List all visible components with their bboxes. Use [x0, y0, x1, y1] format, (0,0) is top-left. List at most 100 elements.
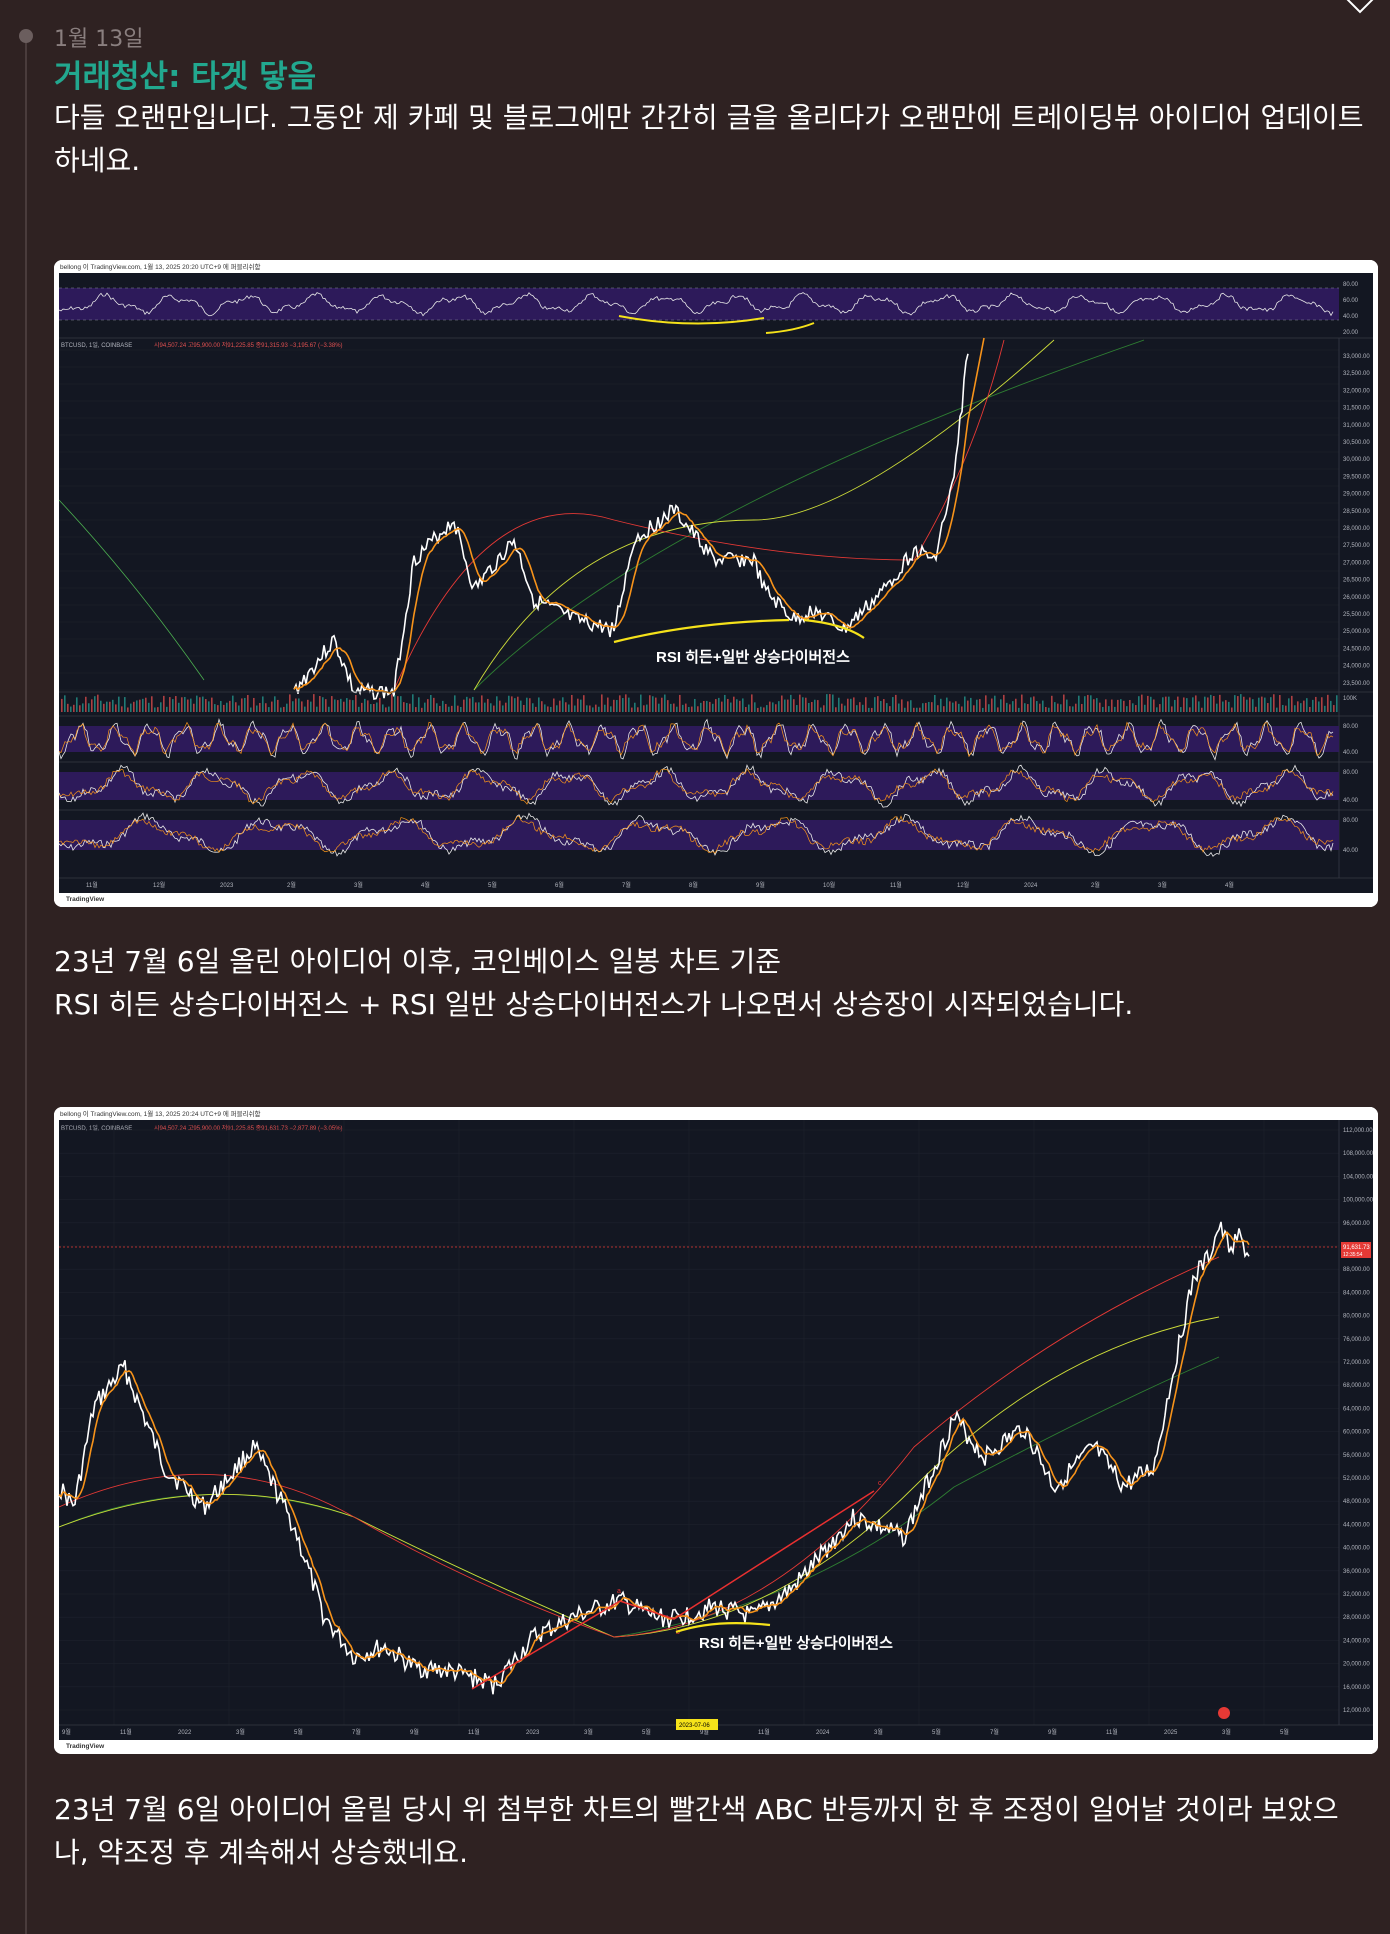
- svg-text:7월: 7월: [990, 1728, 999, 1736]
- svg-text:7월: 7월: [622, 881, 631, 889]
- svg-text:80.00: 80.00: [1343, 770, 1359, 776]
- svg-text:27,500.00: 27,500.00: [1343, 543, 1370, 549]
- svg-text:112,000.00: 112,000.00: [1343, 1128, 1373, 1134]
- chart2-header: bellong 이 TradingView.com, 1월 13, 2025 2…: [60, 1109, 261, 1118]
- svg-text:9월: 9월: [410, 1728, 419, 1736]
- chart2-ohlc: 시94,507.24 고95,900.00 저91,225.85 종91,631…: [154, 1124, 343, 1132]
- svg-text:24,000.00: 24,000.00: [1343, 664, 1370, 670]
- svg-text:2월: 2월: [287, 881, 296, 889]
- post-paragraph: 23년 7월 6일 올린 아이디어 이후, 코인베이스 일봉 차트 기준 RSI…: [54, 945, 1134, 1021]
- chart1-header: bellong 이 TradingView.com, 1월 13, 2025 2…: [60, 262, 261, 271]
- post-title[interactable]: 거래청산: 타겟 닿음: [54, 59, 317, 95]
- svg-text:3월: 3월: [236, 1728, 245, 1736]
- svg-text:3월: 3월: [874, 1728, 883, 1736]
- svg-text:20.00: 20.00: [1343, 330, 1359, 336]
- svg-text:36,000.00: 36,000.00: [1343, 1569, 1370, 1575]
- svg-text:5월: 5월: [932, 1728, 941, 1736]
- svg-text:28,000.00: 28,000.00: [1343, 526, 1370, 532]
- svg-text:20,000.00: 20,000.00: [1343, 1662, 1370, 1668]
- post-paragraph: 다들 오랜만입니다. 그동안 제 카페 및 블로그에만 간간히 글을 올리다가 …: [54, 101, 1364, 177]
- svg-text:24,500.00: 24,500.00: [1343, 646, 1370, 652]
- svg-text:40.00: 40.00: [1343, 314, 1359, 320]
- svg-text:12,000.00: 12,000.00: [1343, 1708, 1370, 1714]
- svg-text:29,500.00: 29,500.00: [1343, 474, 1370, 480]
- svg-text:91,631.73: 91,631.73: [1343, 1245, 1370, 1251]
- post-paragraph: 23년 7월 6일 아이디어 올릴 당시 위 첨부한 차트의 빨간색 ABC 반…: [54, 1793, 1339, 1869]
- svg-text:3월: 3월: [584, 1728, 593, 1736]
- svg-text:44,000.00: 44,000.00: [1343, 1522, 1370, 1528]
- svg-text:2022: 2022: [178, 1730, 192, 1736]
- svg-text:40.00: 40.00: [1343, 750, 1359, 756]
- svg-text:7월: 7월: [352, 1728, 361, 1736]
- svg-text:11월: 11월: [1106, 1728, 1118, 1736]
- svg-text:16,000.00: 16,000.00: [1343, 1685, 1370, 1691]
- svg-text:8월: 8월: [689, 881, 698, 889]
- svg-text:33,000.00: 33,000.00: [1343, 354, 1370, 360]
- svg-text:28,000.00: 28,000.00: [1343, 1615, 1370, 1621]
- svg-text:c: c: [878, 1480, 882, 1487]
- svg-text:9월: 9월: [700, 1728, 709, 1736]
- post-date: 1월 13일: [54, 27, 144, 52]
- svg-text:5월: 5월: [642, 1728, 651, 1736]
- svg-text:80.00: 80.00: [1343, 818, 1359, 824]
- svg-text:2024: 2024: [1024, 883, 1038, 889]
- svg-text:5월: 5월: [294, 1728, 303, 1736]
- svg-text:2월: 2월: [1091, 881, 1100, 889]
- svg-text:72,000.00: 72,000.00: [1343, 1360, 1370, 1366]
- svg-text:100K: 100K: [1343, 696, 1357, 702]
- svg-text:2023-07-06: 2023-07-06: [679, 1723, 710, 1729]
- svg-text:2024: 2024: [816, 1730, 830, 1736]
- svg-text:5월: 5월: [488, 881, 497, 889]
- svg-text:88,000.00: 88,000.00: [1343, 1267, 1370, 1273]
- svg-text:80,000.00: 80,000.00: [1343, 1314, 1370, 1320]
- chart-image-2[interactable]: bellong 이 TradingView.com, 1월 13, 2025 2…: [54, 1107, 1378, 1754]
- rsi-top-pane: [58, 287, 1339, 334]
- svg-text:5월: 5월: [1280, 1728, 1289, 1736]
- svg-text:2023: 2023: [526, 1730, 540, 1736]
- svg-text:11월: 11월: [468, 1728, 480, 1736]
- svg-text:25,500.00: 25,500.00: [1343, 612, 1370, 618]
- svg-text:60.00: 60.00: [1343, 298, 1359, 304]
- chart2-symbol: BTCUSD, 1일, COINBASE: [61, 1124, 132, 1132]
- svg-text:12월: 12월: [153, 881, 165, 889]
- svg-text:108,000.00: 108,000.00: [1343, 1151, 1374, 1157]
- svg-text:76,000.00: 76,000.00: [1343, 1337, 1370, 1343]
- svg-text:26,000.00: 26,000.00: [1343, 595, 1370, 601]
- svg-text:40.00: 40.00: [1343, 848, 1359, 854]
- svg-text:31,000.00: 31,000.00: [1343, 423, 1370, 429]
- close-icon[interactable]: [1338, 0, 1382, 24]
- chart1-annotation: RSI 히든+일반 상승다이버전스: [656, 649, 850, 666]
- svg-text:9월: 9월: [62, 1728, 71, 1736]
- chart-image-1[interactable]: bellong 이 TradingView.com, 1월 13, 2025 2…: [54, 260, 1378, 907]
- svg-text:3월: 3월: [1222, 1728, 1231, 1736]
- svg-text:11월: 11월: [758, 1728, 770, 1736]
- svg-text:10월: 10월: [823, 881, 835, 889]
- svg-text:40.00: 40.00: [1343, 798, 1359, 804]
- svg-text:30,500.00: 30,500.00: [1343, 440, 1370, 446]
- svg-text:80.00: 80.00: [1343, 282, 1359, 288]
- svg-text:9월: 9월: [756, 881, 765, 889]
- svg-text:32,000.00: 32,000.00: [1343, 1592, 1370, 1598]
- svg-text:12:35:54: 12:35:54: [1343, 1252, 1363, 1258]
- svg-text:28,500.00: 28,500.00: [1343, 509, 1370, 515]
- svg-text:52,000.00: 52,000.00: [1343, 1476, 1370, 1482]
- svg-text:26,500.00: 26,500.00: [1343, 578, 1370, 584]
- svg-text:a: a: [617, 1588, 621, 1595]
- timeline-line: [25, 36, 27, 1934]
- svg-text:27,000.00: 27,000.00: [1343, 560, 1370, 566]
- svg-text:29,000.00: 29,000.00: [1343, 492, 1370, 498]
- svg-text:80.00: 80.00: [1343, 724, 1359, 730]
- svg-text:6월: 6월: [555, 881, 564, 889]
- svg-text:48,000.00: 48,000.00: [1343, 1499, 1370, 1505]
- svg-text:68,000.00: 68,000.00: [1343, 1383, 1370, 1389]
- svg-text:56,000.00: 56,000.00: [1343, 1453, 1370, 1459]
- svg-text:3월: 3월: [354, 881, 363, 889]
- svg-text:9월: 9월: [1048, 1728, 1057, 1736]
- svg-text:96,000.00: 96,000.00: [1343, 1221, 1370, 1227]
- svg-text:100,000.00: 100,000.00: [1343, 1198, 1374, 1204]
- chart2-annotation: RSI 히든+일반 상승다이버전스: [699, 1635, 893, 1652]
- svg-text:TradingView: TradingView: [66, 1743, 105, 1750]
- svg-text:23,500.00: 23,500.00: [1343, 681, 1370, 687]
- timeline-dot: [19, 29, 33, 43]
- svg-text:84,000.00: 84,000.00: [1343, 1290, 1370, 1296]
